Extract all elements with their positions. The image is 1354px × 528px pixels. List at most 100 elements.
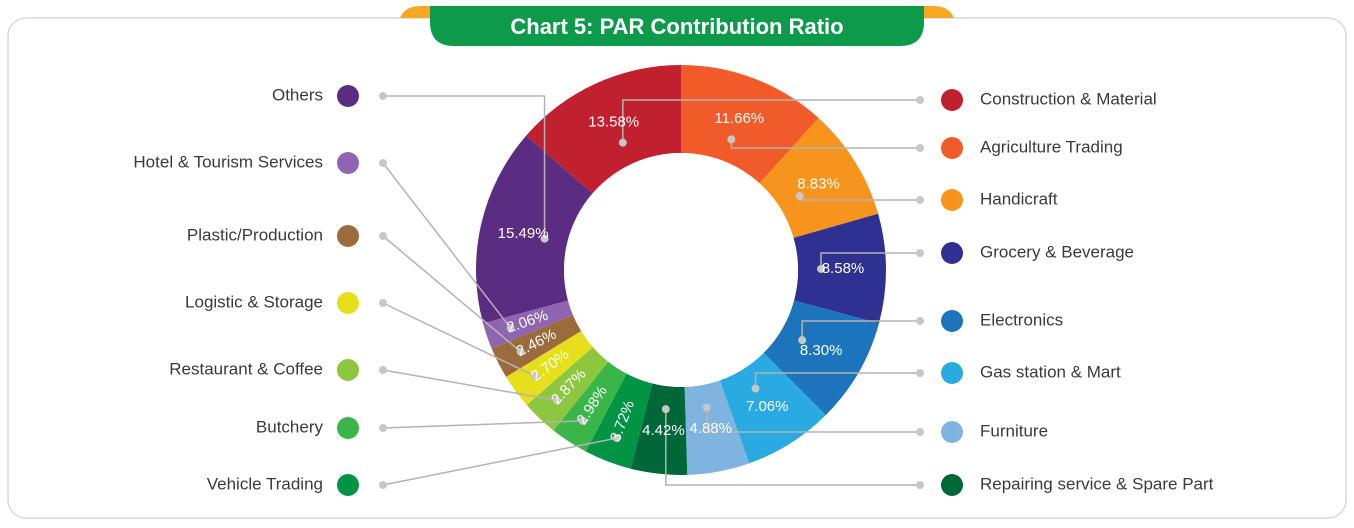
leader-dot	[916, 249, 924, 257]
legend-label: Plastic/Production	[187, 225, 323, 244]
donut-segment	[526, 347, 609, 431]
legend-swatch	[337, 474, 359, 496]
leader-dot	[379, 299, 387, 307]
donut-segment	[630, 383, 688, 476]
legend-swatch	[337, 225, 359, 247]
legend-label: Furniture	[980, 421, 1048, 440]
legend-swatch	[941, 89, 963, 111]
leader-line	[705, 407, 920, 433]
legend-label: Logistic & Storage	[185, 292, 323, 311]
legend-swatch	[337, 152, 359, 174]
data-label: 13.58%	[588, 114, 639, 131]
data-label: 7.06%	[746, 398, 789, 415]
leader-dot	[540, 234, 549, 243]
leader-dot	[379, 366, 387, 374]
leader-dot	[661, 405, 670, 414]
leader-line	[665, 409, 920, 486]
legend-swatch	[337, 292, 359, 314]
leader-line	[382, 162, 512, 329]
leader-line	[382, 235, 522, 353]
legend-swatch	[941, 189, 963, 211]
leader-line	[383, 95, 546, 239]
leader-dot	[798, 336, 807, 345]
leader-line	[382, 420, 583, 429]
leader-dot	[916, 369, 924, 377]
leader-dot	[916, 481, 924, 489]
data-label: 8.30%	[800, 342, 843, 359]
legend-label: Vehicle Trading	[207, 474, 323, 493]
leader-line	[382, 369, 557, 402]
donut-segment	[585, 373, 653, 469]
data-label: 4.88%	[689, 420, 732, 437]
donut-segment	[506, 330, 593, 405]
donut-segment	[476, 135, 593, 324]
donut-segment	[483, 300, 573, 349]
leader-dot	[618, 138, 627, 147]
donut-hole	[564, 153, 798, 387]
donut-segment	[759, 118, 879, 238]
leader-line	[382, 437, 617, 486]
donut-segment	[553, 361, 627, 452]
leader-dot	[552, 396, 561, 405]
legend-label: Restaurant & Coffee	[169, 359, 323, 378]
donut-segment	[526, 65, 681, 194]
legend-label: Construction & Material	[980, 89, 1157, 108]
leader-dot	[916, 144, 924, 152]
legend-label: Gas station & Mart	[980, 362, 1121, 381]
data-label: 15.49%	[498, 225, 549, 242]
leader-dot	[816, 264, 825, 273]
leader-dot	[379, 424, 387, 432]
title-banner	[430, 6, 924, 46]
legend-label: Electronics	[980, 310, 1063, 329]
leader-dot	[612, 434, 621, 443]
leader-dot	[916, 317, 924, 325]
legend-swatch	[337, 359, 359, 381]
leader-line	[754, 372, 920, 389]
leader-dot	[727, 135, 736, 144]
leader-dot	[751, 384, 760, 393]
donut-segment	[763, 300, 879, 416]
legend-label: Butchery	[256, 417, 324, 436]
leader-dot	[516, 347, 525, 356]
leader-dot	[506, 324, 515, 333]
donut-segment	[684, 380, 750, 475]
legend-swatch	[337, 417, 359, 439]
donut-segment	[793, 213, 886, 324]
legend-label: Grocery & Beverage	[980, 242, 1134, 261]
data-label: 4.42%	[642, 422, 685, 439]
leader-dot	[795, 192, 804, 201]
legend-label: Repairing service & Spare Part	[980, 474, 1214, 493]
chart-title: Chart 5: PAR Contribution Ratio	[510, 14, 843, 39]
data-label: 11.66%	[714, 110, 764, 127]
legend-label: Others	[272, 85, 323, 104]
leader-line	[801, 320, 920, 341]
leader-line	[622, 99, 920, 143]
leader-dot	[379, 159, 387, 167]
legend-swatch	[941, 137, 963, 159]
leader-line	[820, 252, 920, 269]
legend-swatch	[337, 85, 359, 107]
leader-dot	[578, 416, 587, 425]
legend-label: Agriculture Trading	[980, 137, 1123, 156]
legend-swatch	[941, 362, 963, 384]
legend-swatch	[941, 242, 963, 264]
leader-dot	[916, 428, 924, 436]
donut-segment	[681, 65, 819, 184]
leader-line	[382, 302, 537, 378]
legend-label: Handicraft	[980, 189, 1058, 208]
legend-swatch	[941, 474, 963, 496]
leader-dot	[379, 92, 387, 100]
leader-dot	[916, 96, 924, 104]
leader-dot	[702, 403, 711, 412]
legend-swatch	[941, 421, 963, 443]
leader-dot	[379, 481, 387, 489]
donut-segment	[491, 314, 582, 377]
legend-swatch	[941, 310, 963, 332]
leader-dot	[531, 372, 540, 381]
leader-dot	[916, 196, 924, 204]
donut-segment	[719, 352, 826, 464]
data-label: 8.83%	[797, 175, 840, 192]
data-label: 8.58%	[822, 260, 865, 277]
